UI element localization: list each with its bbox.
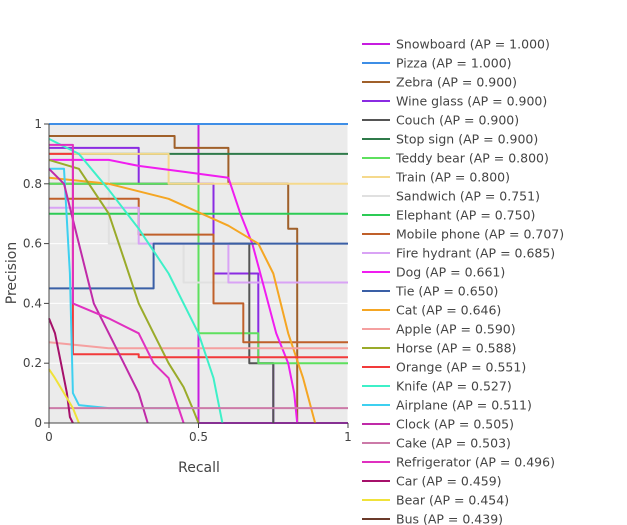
legend-label: Refrigerator (AP = 0.496) xyxy=(396,455,555,470)
legend-label: Cake (AP = 0.503) xyxy=(396,436,511,451)
legend-label: Bus (AP = 0.439) xyxy=(396,512,503,525)
x-tick-label: 0 xyxy=(45,430,53,444)
legend-label: Snowboard (AP = 1.000) xyxy=(396,37,550,52)
x-axis-title: Recall xyxy=(178,460,220,476)
series-line xyxy=(49,152,348,359)
series-line xyxy=(49,197,348,344)
legend-label: Cat (AP = 0.646) xyxy=(396,303,501,318)
y-tick-label: 0.8 xyxy=(23,177,42,191)
legend-label: Couch (AP = 0.900) xyxy=(396,113,519,128)
series-lines xyxy=(48,123,348,424)
series-line xyxy=(48,176,317,424)
series-line xyxy=(48,168,149,424)
x-tick-label: 1 xyxy=(344,430,352,444)
legend-label: Wine glass (AP = 0.900) xyxy=(396,94,547,109)
legend: Snowboard (AP = 1.000) Pizza (AP = 1.000)… xyxy=(362,37,564,525)
y-tick-label: 0 xyxy=(34,416,42,430)
legend-label: Horse (AP = 0.588) xyxy=(396,341,516,356)
legend-label: Knife (AP = 0.527) xyxy=(396,379,512,394)
legend-label: Sandwich (AP = 0.751) xyxy=(396,189,540,204)
legend-label: Zebra (AP = 0.900) xyxy=(396,75,517,90)
series-line xyxy=(48,341,348,350)
series-line xyxy=(49,242,348,290)
legend-label: Tie (AP = 0.650) xyxy=(395,284,498,299)
legend-label: Bear (AP = 0.454) xyxy=(396,493,509,508)
y-axis-title: Precision xyxy=(4,242,20,304)
series-line xyxy=(49,158,299,424)
series-line xyxy=(48,138,224,424)
x-ticks: 0 0.5 1 xyxy=(45,423,352,444)
legend-label: Mobile phone (AP = 0.707) xyxy=(396,227,564,242)
legend-label: Car (AP = 0.459) xyxy=(396,474,502,489)
y-tick-label: 0.2 xyxy=(23,356,42,370)
series-line xyxy=(48,318,74,424)
legend-label: Train (AP = 0.800) xyxy=(395,170,510,185)
y-tick-label: 0.4 xyxy=(23,296,42,310)
series-line xyxy=(48,158,200,424)
series-line xyxy=(48,368,80,424)
y-ticks: 0 0.2 0.4 0.6 0.8 1 xyxy=(23,117,49,430)
series-line xyxy=(49,143,185,424)
legend-label: Apple (AP = 0.590) xyxy=(396,322,516,337)
legend-label: Airplane (AP = 0.511) xyxy=(396,398,532,413)
legend-label: Teddy bear (AP = 0.800) xyxy=(395,151,549,166)
legend-label: Elephant (AP = 0.750) xyxy=(396,208,535,223)
legend-label: Stop sign (AP = 0.900) xyxy=(396,132,538,147)
y-tick-label: 1 xyxy=(34,117,42,131)
legend-label: Orange (AP = 0.551) xyxy=(396,360,526,375)
y-tick-label: 0.6 xyxy=(23,237,42,251)
legend-label: Dog (AP = 0.661) xyxy=(396,265,505,280)
x-tick-label: 0.5 xyxy=(189,430,208,444)
legend-label: Fire hydrant (AP = 0.685) xyxy=(396,246,555,261)
legend-label: Clock (AP = 0.505) xyxy=(396,417,514,432)
legend-label: Pizza (AP = 1.000) xyxy=(396,56,512,71)
